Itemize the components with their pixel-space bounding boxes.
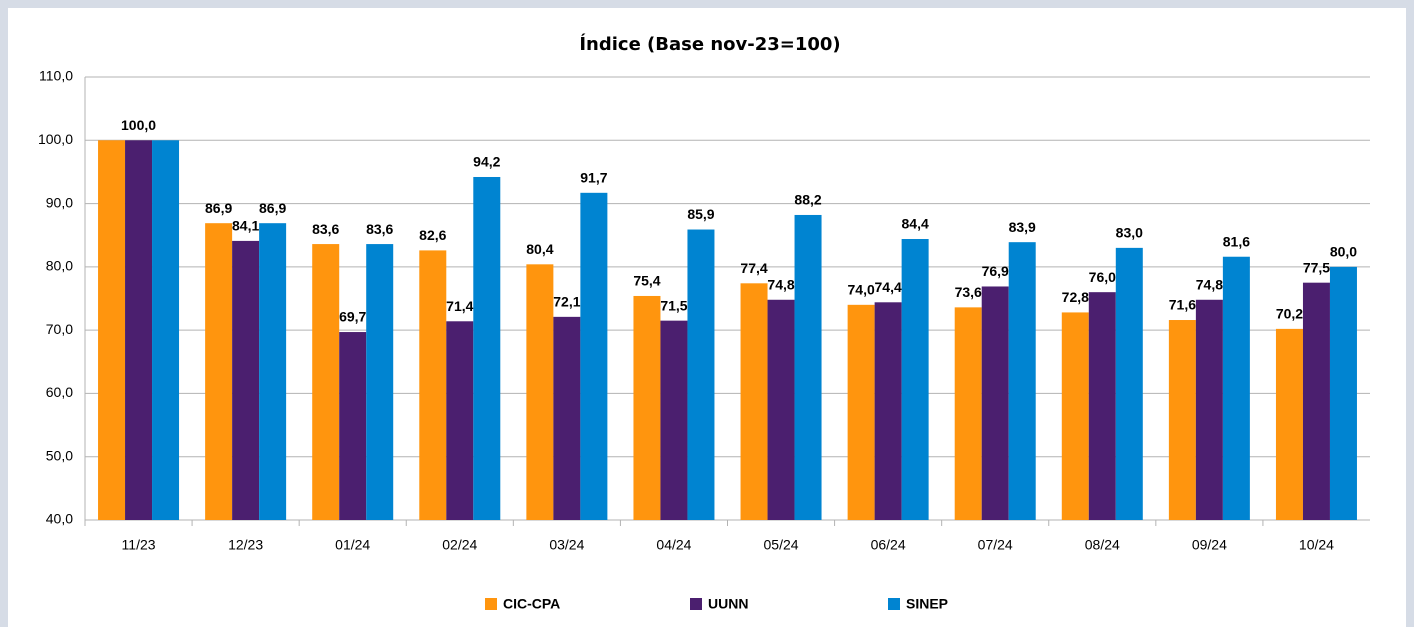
value-label: 77,4: [740, 260, 767, 276]
value-label: 74,0: [848, 282, 875, 298]
value-label: 80,0: [1330, 244, 1357, 260]
value-label: 74,8: [767, 276, 794, 292]
value-label: 76,0: [1089, 269, 1116, 285]
chart-title: Índice (Base nov-23=100): [579, 33, 840, 55]
bar: [366, 244, 394, 520]
legend-swatch: [485, 598, 497, 610]
value-label: 94,2: [473, 154, 500, 170]
value-label: 71,6: [1169, 297, 1196, 313]
bar: [794, 214, 822, 520]
bar: [419, 250, 447, 520]
y-tick-label: 50,0: [46, 447, 73, 463]
value-label: 86,9: [205, 200, 232, 216]
bar: [98, 140, 126, 521]
value-label: 88,2: [794, 192, 821, 208]
value-label: 70,2: [1276, 306, 1303, 322]
value-label: 91,7: [580, 170, 607, 186]
value-label: 75,4: [633, 273, 660, 289]
bar: [1115, 247, 1143, 520]
value-label: 81,6: [1223, 233, 1250, 249]
bar: [847, 304, 875, 520]
x-tick-label: 09/24: [1192, 537, 1227, 553]
value-label: 69,7: [339, 309, 366, 325]
y-tick-label: 80,0: [46, 258, 73, 274]
bar: [473, 176, 501, 520]
bar: [1329, 266, 1357, 520]
bar: [526, 264, 554, 520]
bar: [339, 332, 367, 520]
bar: [1222, 256, 1250, 520]
x-tick-label: 03/24: [549, 537, 584, 553]
value-label: 71,5: [660, 297, 687, 313]
bar: [125, 140, 153, 521]
x-tick-label: 08/24: [1085, 537, 1120, 553]
x-tick-label: 01/24: [335, 537, 370, 553]
bar: [232, 240, 260, 520]
value-label: 100,0: [121, 117, 156, 133]
x-tick-label: 06/24: [871, 537, 906, 553]
bar: [259, 223, 287, 520]
bar: [580, 192, 608, 520]
x-tick-label: 10/24: [1299, 537, 1334, 553]
bar: [446, 321, 474, 520]
x-tick-label: 02/24: [442, 537, 477, 553]
legend-swatch: [690, 598, 702, 610]
value-label: 74,8: [1196, 276, 1223, 292]
bar: [740, 283, 768, 520]
x-tick-label: 05/24: [764, 537, 799, 553]
value-label: 86,9: [259, 200, 286, 216]
bar: [1168, 320, 1196, 520]
value-label: 72,8: [1062, 289, 1089, 305]
value-label: 77,5: [1303, 259, 1330, 275]
value-label: 83,0: [1116, 225, 1143, 241]
bar: [205, 223, 233, 520]
bar: [1088, 292, 1116, 520]
value-label: 71,4: [446, 298, 473, 314]
y-tick-label: 60,0: [46, 384, 73, 400]
bar: [1195, 299, 1223, 520]
y-tick-label: 100,0: [38, 131, 73, 147]
legend-swatch: [888, 598, 900, 610]
legend-label: CIC-CPA: [503, 596, 560, 612]
value-label: 83,6: [366, 221, 393, 237]
bar: [981, 286, 1009, 520]
bar: [874, 302, 902, 520]
bar: [312, 244, 340, 520]
bar: [1008, 242, 1036, 520]
bar: [1275, 328, 1303, 520]
value-label: 83,6: [312, 221, 339, 237]
bar: [687, 229, 715, 521]
value-label: 80,4: [526, 241, 553, 257]
value-label: 84,4: [902, 216, 929, 232]
value-label: 82,6: [419, 227, 446, 243]
bar: [1302, 282, 1330, 520]
x-tick-label: 04/24: [656, 537, 691, 553]
x-tick-label: 12/23: [228, 537, 263, 553]
bar: [901, 239, 929, 521]
legend-label: UUNN: [708, 596, 748, 612]
bar: [633, 295, 661, 520]
value-label: 85,9: [687, 206, 714, 222]
y-tick-label: 110,0: [39, 68, 73, 84]
value-label: 84,1: [232, 218, 259, 234]
value-label: 76,9: [982, 263, 1009, 279]
x-tick-label: 07/24: [978, 537, 1013, 553]
bar: [660, 320, 688, 520]
y-tick-label: 90,0: [46, 194, 73, 210]
bar: [1061, 312, 1089, 520]
bar: [553, 316, 581, 520]
value-label: 74,4: [875, 279, 902, 295]
x-tick-label: 11/23: [122, 537, 156, 553]
value-label: 73,6: [955, 284, 982, 300]
legend-label: SINEP: [906, 596, 948, 612]
value-label: 72,1: [553, 294, 580, 310]
y-tick-label: 70,0: [46, 321, 73, 337]
value-label: 83,9: [1009, 219, 1036, 235]
bar: [767, 299, 795, 520]
y-tick-label: 40,0: [46, 511, 73, 527]
bar: [152, 140, 180, 521]
bar: [954, 307, 982, 520]
